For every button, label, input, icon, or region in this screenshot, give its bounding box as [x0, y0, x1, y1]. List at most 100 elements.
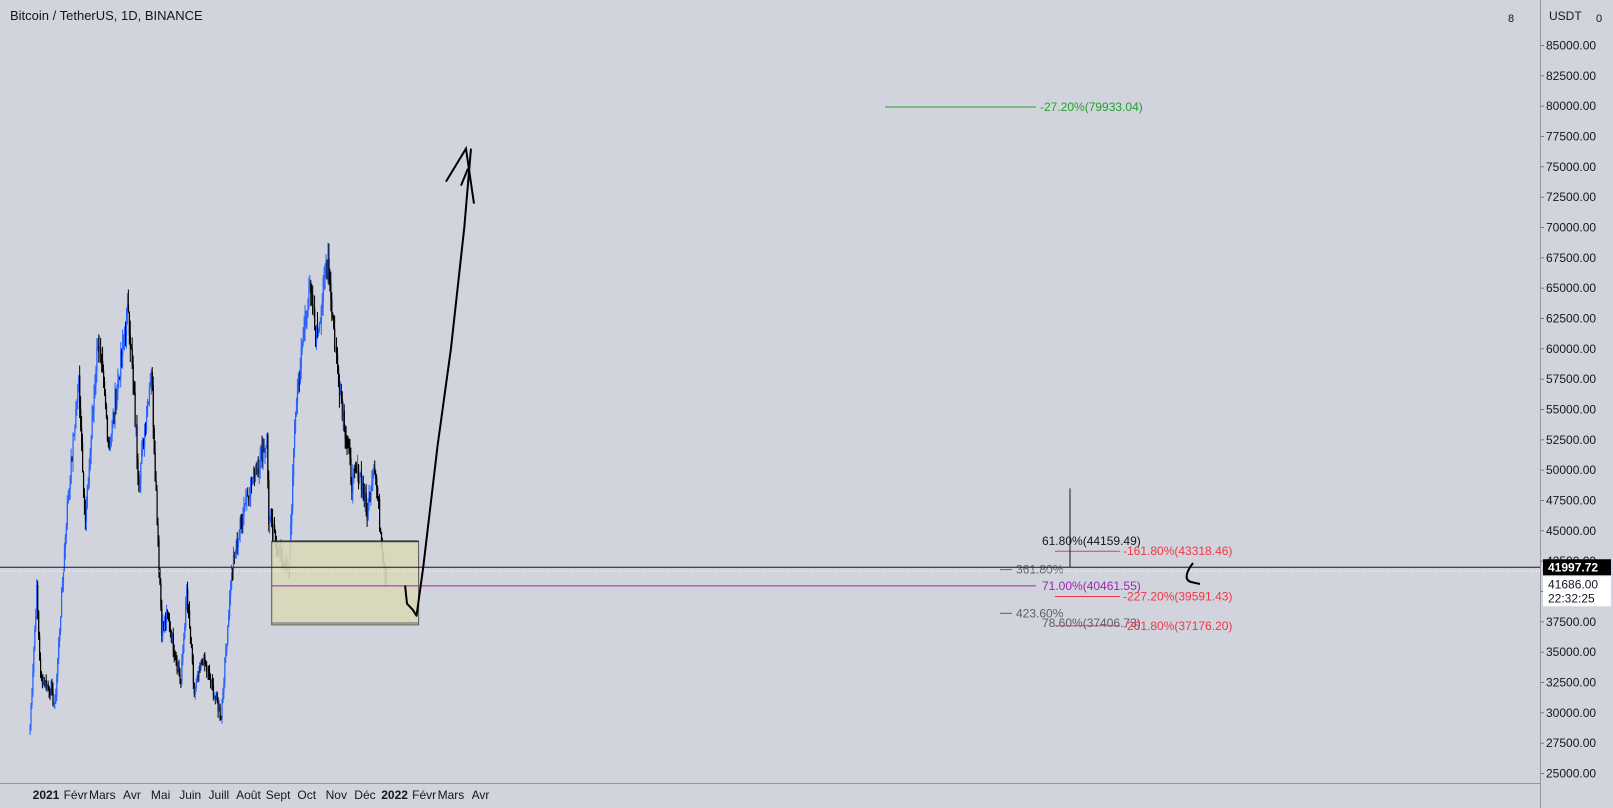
candle-body: [265, 448, 267, 450]
candle-body: [179, 673, 181, 680]
y-tick-label: 57500.00: [1546, 372, 1596, 386]
candle-body: [193, 683, 195, 695]
candle-body: [273, 525, 275, 534]
candle-body: [64, 536, 67, 550]
x-tick-label: Juill: [209, 788, 230, 802]
fib-level-label: -261.80%(37176.20): [1123, 619, 1232, 633]
candle-body: [83, 494, 86, 507]
candle-body: [69, 483, 71, 490]
candle-body: [155, 480, 157, 491]
candle-body: [338, 384, 341, 396]
fib-zone[interactable]: [271, 541, 420, 626]
y-tick-label: 55000.00: [1546, 403, 1596, 417]
candle-body: [134, 392, 136, 426]
candle-body: [208, 669, 210, 673]
candle-body: [56, 676, 58, 696]
candle-body: [316, 326, 318, 343]
candle-body: [180, 679, 182, 682]
candle-body: [153, 427, 155, 453]
candle-body: [329, 279, 331, 283]
candle-body: [259, 453, 261, 469]
x-tick-label: 2021: [33, 788, 60, 802]
candle-body: [250, 479, 252, 496]
candle-body: [345, 438, 347, 442]
candle-body: [228, 616, 230, 627]
candle-body: [82, 442, 84, 473]
candle-body: [229, 597, 231, 617]
candle-body: [379, 498, 381, 528]
candle-body: [50, 686, 52, 695]
candle-body: [251, 479, 253, 483]
candle-body: [48, 686, 50, 692]
candle-body: [267, 434, 269, 480]
candle-body: [108, 441, 110, 450]
candle-body: [350, 458, 352, 483]
candle-body: [245, 499, 247, 506]
candle-body: [263, 449, 265, 453]
candle-body: [46, 684, 48, 689]
candle-body: [86, 487, 88, 508]
candle-body: [374, 467, 376, 474]
candle-body: [107, 440, 110, 442]
candle-body: [210, 679, 213, 684]
candle-body: [164, 618, 166, 625]
candle-body: [70, 456, 72, 484]
x-tick-label: Nov: [326, 788, 347, 802]
candle-body: [368, 492, 370, 502]
candle-body: [100, 347, 102, 355]
candle-body: [233, 555, 236, 557]
candle-body: [47, 684, 49, 687]
candle-body: [98, 346, 100, 352]
candle-body: [115, 393, 117, 408]
candle-body: [214, 696, 216, 698]
candle-body: [312, 294, 314, 314]
candle-body: [184, 627, 186, 639]
candle-body: [91, 416, 93, 440]
candle-body: [39, 635, 41, 659]
candle-body: [235, 541, 237, 555]
candle-body: [76, 402, 78, 410]
candle-body: [232, 555, 235, 572]
candle-body: [71, 456, 73, 460]
candle-body: [156, 490, 158, 525]
candle-body: [249, 495, 251, 500]
candle-body: [190, 643, 193, 649]
chart-title: Bitcoin / TetherUS, 1D, BINANCE: [10, 8, 203, 23]
candle-body: [41, 675, 44, 685]
candle-body: [290, 524, 292, 554]
candle-body: [244, 505, 246, 507]
candle-body: [77, 384, 79, 403]
candle-body: [328, 258, 330, 280]
candle-body: [93, 395, 95, 410]
candle-body: [253, 467, 256, 482]
y-tick-label: 35000.00: [1546, 645, 1596, 659]
candle-body: [142, 439, 144, 449]
candle-body: [349, 448, 351, 459]
candle-body: [128, 312, 131, 336]
candle-body: [370, 486, 372, 499]
candle-body: [203, 654, 205, 665]
candle-body: [227, 626, 229, 644]
y-tick-label: 27500.00: [1546, 736, 1596, 750]
candle-body: [122, 340, 124, 357]
candle-body: [246, 494, 248, 500]
candle-body: [366, 505, 368, 520]
x-tick-label: Avr: [472, 788, 490, 802]
candle-body: [87, 484, 89, 488]
projection-path[interactable]: [404, 148, 472, 617]
candle-body: [160, 583, 162, 608]
candle-body: [143, 439, 145, 446]
candle-body: [195, 682, 197, 688]
candle-body: [353, 468, 355, 474]
candle-body: [260, 448, 262, 454]
candle-body: [114, 393, 116, 417]
candle-body: [54, 700, 56, 704]
candle-body: [117, 381, 119, 394]
price-axis-pane[interactable]: [1540, 0, 1613, 808]
candle-body: [335, 348, 337, 351]
candle-body: [237, 539, 239, 548]
candle-body: [294, 430, 296, 449]
candle-body: [127, 304, 130, 313]
candle-body: [310, 282, 312, 294]
